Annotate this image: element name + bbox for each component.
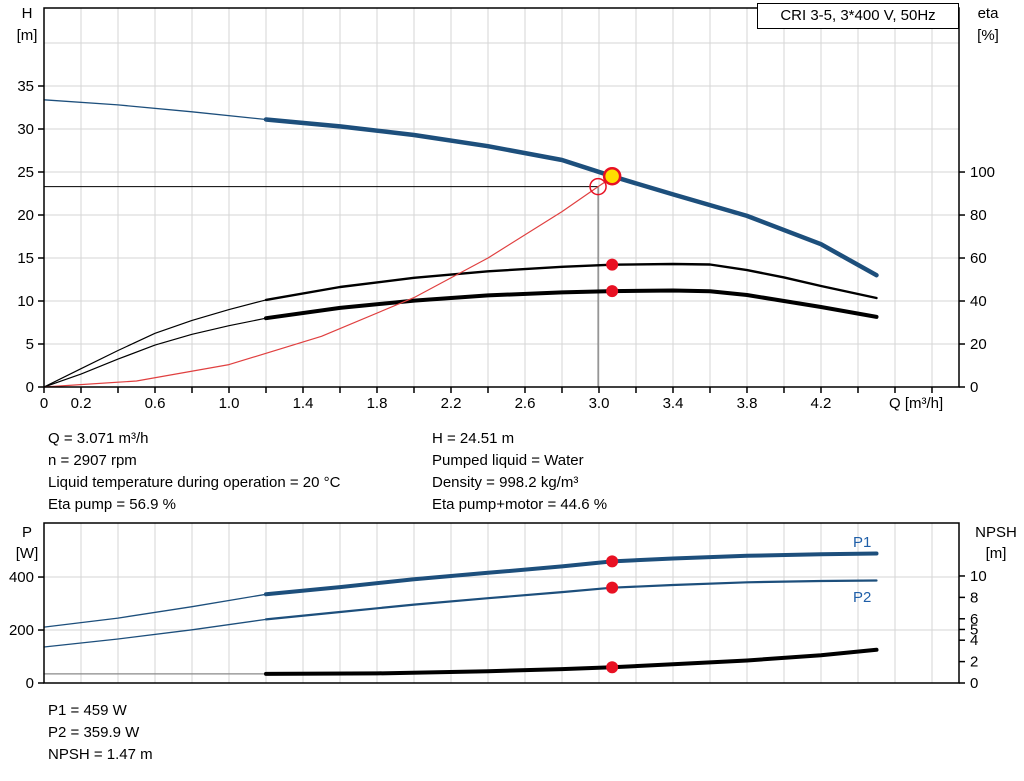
left-axis-tick-label: 200 <box>9 622 34 639</box>
pump-curve <box>263 117 879 278</box>
npsh-value: NPSH = 1.47 m <box>48 746 153 763</box>
bottom-axis-tick-label: 2.6 <box>515 395 536 412</box>
system-curve <box>43 176 613 388</box>
left-axis-tick-label: 25 <box>17 164 34 181</box>
bottom-axis-tick-label: 0 <box>40 395 48 412</box>
gridlines <box>44 523 959 683</box>
p2-extension <box>43 618 267 648</box>
left-axis-tick-label: 35 <box>17 78 34 95</box>
right-axis-tick-label: 80 <box>970 207 987 224</box>
eta-pump-curve <box>264 262 878 302</box>
liquid-temperature-value: Liquid temperature during operation = 20… <box>48 474 341 491</box>
right-axis-tick-label: 20 <box>970 336 987 353</box>
flow-value: Q = 3.071 m³/h <box>48 430 149 447</box>
p1-series-label: P1 <box>853 534 871 551</box>
right-axis-tick-label: 100 <box>970 164 995 181</box>
p1-point <box>606 555 619 568</box>
pump-title: CRI 3-5, 3*400 V, 50Hz <box>780 7 936 24</box>
right-axis-tick-label: 6 <box>970 611 978 628</box>
left-axis-tick-label: 10 <box>17 293 34 310</box>
left-axis-tick-label: 5 <box>26 336 34 353</box>
right-axis-tick-label: 40 <box>970 293 987 310</box>
p-axis-title: P <box>22 524 32 541</box>
npsh-curve <box>264 647 879 676</box>
left-axis-tick-label: 20 <box>17 207 34 224</box>
eta-pump-motor-value: Eta pump+motor = 44.6 % <box>432 496 608 513</box>
speed-value: n = 2907 rpm <box>48 452 137 469</box>
right-axis-tick-label: 8 <box>970 589 978 606</box>
bottom-axis-tick-label: 4.2 <box>811 395 832 412</box>
density-value: Density = 998.2 kg/m³ <box>432 474 579 491</box>
eta-axis-unit: [%] <box>977 27 999 44</box>
pump-title-box: CRI 3-5, 3*400 V, 50Hz <box>757 3 959 29</box>
hq-eta-chart-frame <box>43 7 960 388</box>
left-axis-tick-label: 30 <box>17 121 34 138</box>
q-axis-title: Q [m³/h] <box>889 395 943 412</box>
p1-curve <box>264 551 879 597</box>
bottom-axis-tick-label: 1.0 <box>219 395 240 412</box>
p1-extension <box>43 593 267 628</box>
pumped-liquid-value: Pumped liquid = Water <box>432 452 584 469</box>
duty-point[interactable] <box>602 166 622 186</box>
bottom-axis-tick-label: 0.6 <box>145 395 166 412</box>
operating-data-right: H = 24.51 m Pumped liquid = Water Densit… <box>432 428 607 516</box>
eta-pump-value: Eta pump = 56.9 % <box>48 496 176 513</box>
hq-eta-chart: 0 0.2 0.6 1.0 1.4 1.8 2.2 2.6 3.0 3.4 3.8 4.2 0 5 10 15… <box>17 5 1000 412</box>
right-axis-tick-label: 4 <box>970 632 978 649</box>
p2-value: P2 = 359.9 W <box>48 724 140 741</box>
p2-series-label: P2 <box>853 589 871 606</box>
eta-pump-point <box>606 258 619 271</box>
power-npsh-chart: 0 200 400 0 2 456 8 10 P [W] NPSH [m] P1 P2 <box>9 522 1017 692</box>
left-axis-tick-label: 0 <box>26 675 34 692</box>
right-axis-tick-label: 60 <box>970 250 987 267</box>
bottom-axis-tick-label: 3.4 <box>663 395 684 412</box>
npsh-axis-unit: [m] <box>986 545 1007 562</box>
npsh-axis-title: NPSH <box>975 524 1017 541</box>
eta-pump-motor-point <box>606 285 619 298</box>
gridlines <box>44 8 959 387</box>
eta-pump-motor-curve <box>264 288 879 321</box>
bottom-axis-tick-label: 0.2 <box>71 395 92 412</box>
bottom-axis-tick-label: 2.2 <box>441 395 462 412</box>
pump-curve-extension <box>43 99 267 121</box>
right-axis-tick-label: 0 <box>970 675 978 692</box>
left-axis-tick-label: 400 <box>9 569 34 586</box>
power-data-block: P1 = 459 W P2 = 359.9 W NPSH = 1.47 m <box>48 700 153 766</box>
eta-axis-title: eta <box>978 5 1000 22</box>
head-value: H = 24.51 m <box>432 430 515 447</box>
power-npsh-chart-frame <box>43 522 960 684</box>
h-axis-unit: [m] <box>17 27 38 44</box>
rated-point-ring <box>589 177 607 196</box>
bottom-axis-tick-label: 3.0 <box>589 395 610 412</box>
left-axis-tick-label: 0 <box>26 379 34 396</box>
right-axis-tick-label: 10 <box>970 568 987 585</box>
operating-data-left: Q = 3.071 m³/h n = 2907 rpm Liquid tempe… <box>48 428 340 516</box>
right-axis-tick-label: 2 <box>970 654 978 671</box>
right-axis-tick-label: 0 <box>970 379 978 396</box>
eta-pump-motor-extension <box>43 317 267 388</box>
h-axis-title: H <box>22 5 33 22</box>
p-axis-unit: [W] <box>16 545 39 562</box>
eta-pump-extension <box>43 299 267 388</box>
bottom-axis-tick-label: 1.4 <box>293 395 314 412</box>
npsh-point <box>606 661 619 674</box>
p2-point <box>606 581 619 594</box>
bottom-axis-tick-label: 1.8 <box>367 395 388 412</box>
p2-curve <box>264 579 878 621</box>
bottom-axis-tick-label: 3.8 <box>737 395 758 412</box>
p1-value: P1 = 459 W <box>48 702 127 719</box>
right-axis-tick-label: 5 <box>970 621 978 638</box>
left-axis-tick-label: 15 <box>17 250 34 267</box>
